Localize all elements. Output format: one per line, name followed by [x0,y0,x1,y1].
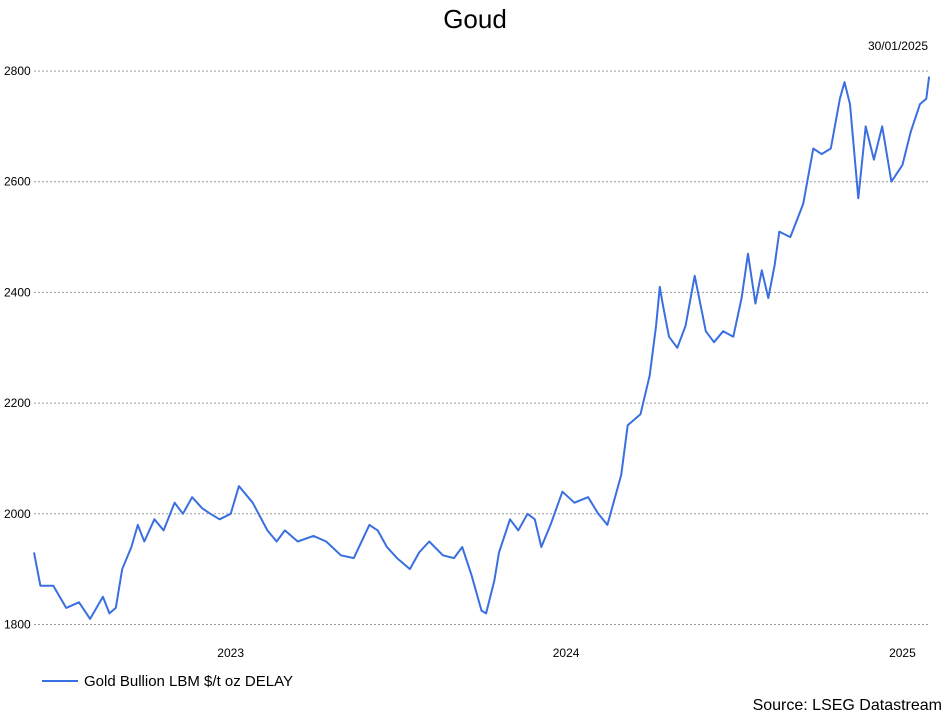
x-tick-label: 2023 [217,646,244,660]
y-tick-label: 2800 [4,64,31,78]
x-tick-label: 2025 [889,646,916,660]
legend: Gold Bullion LBM $/t oz DELAY [42,673,293,690]
chart-title: Goud [443,4,507,34]
series-line-gold [33,76,931,620]
chart-date: 30/01/2025 [868,39,928,53]
series-lines [33,76,931,620]
y-tick-label: 2600 [4,175,31,189]
legend-label: Gold Bullion LBM $/t oz DELAY [84,673,293,690]
y-axis-ticks: 1800 2000 2200 2400 2600 2800 [4,64,31,631]
y-tick-label: 2200 [4,396,31,410]
y-tick-label: 1800 [4,617,31,631]
y-tick-label: 2400 [4,285,31,299]
gridlines [34,70,930,625]
x-axis-ticks: 2023 2024 2025 [217,646,916,660]
y-tick-label: 2000 [4,507,31,521]
x-tick-label: 2024 [553,646,580,660]
source-note: Source: LSEG Datastream [753,697,942,714]
